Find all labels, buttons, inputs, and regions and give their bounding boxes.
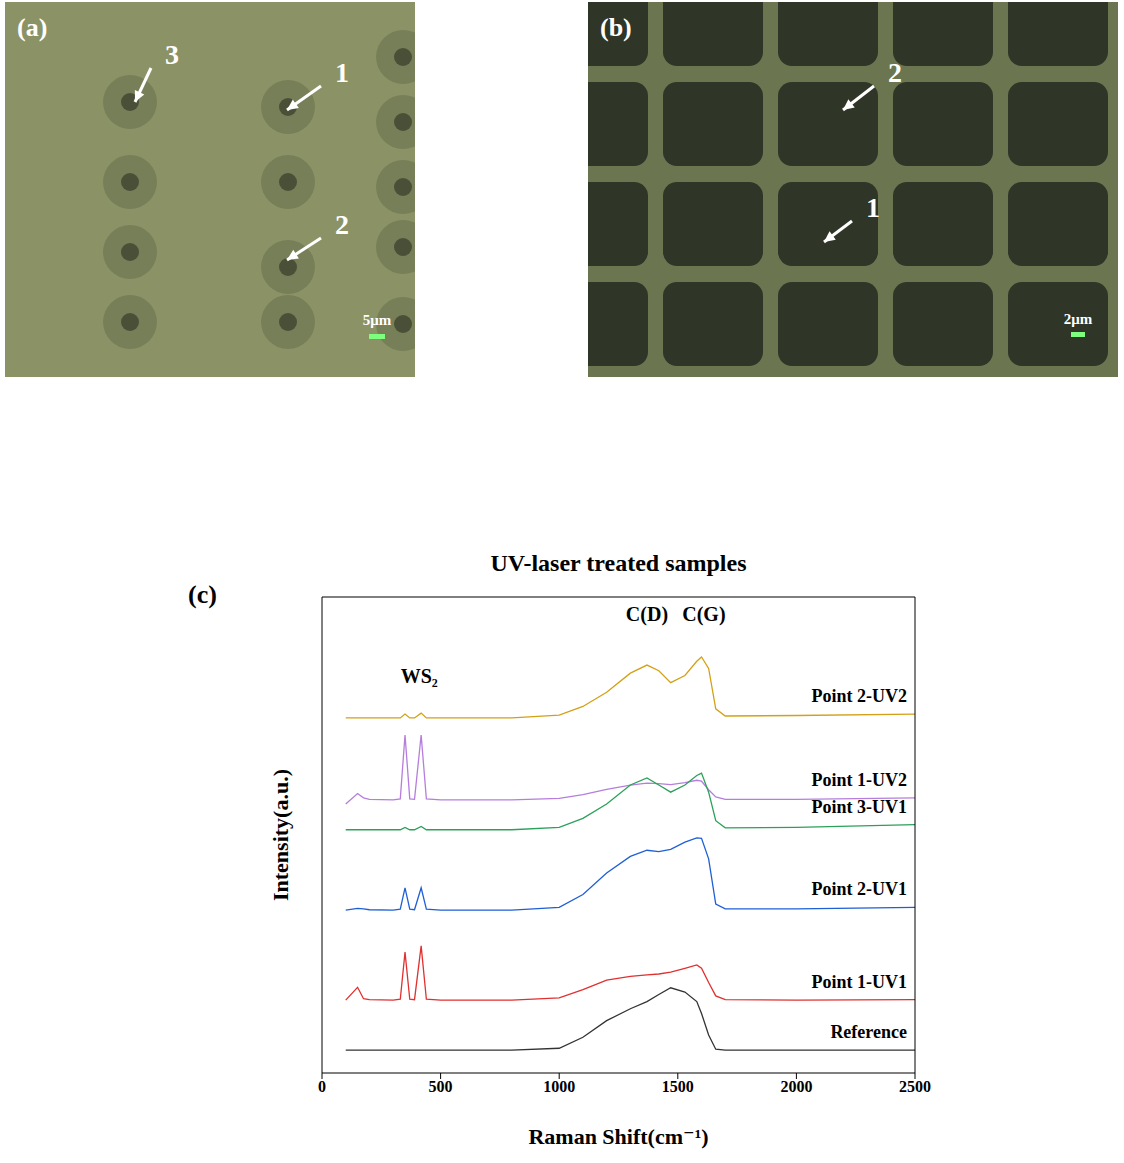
svg-text:2500: 2500 <box>899 1078 931 1095</box>
html-text:UV-laser treated samples: UV-laser treated samples <box>490 550 747 576</box>
svg-text:2μm: 2μm <box>1064 311 1093 327</box>
svg-text:Reference: Reference <box>830 1022 907 1042</box>
svg-text:5μm: 5μm <box>363 312 392 328</box>
svg-text:Point 3-UV1: Point 3-UV1 <box>812 797 908 817</box>
svg-text:1: 1 <box>866 192 880 223</box>
svg-text:C(G): C(G) <box>682 603 725 626</box>
html-text:(c): (c) <box>188 580 217 609</box>
svg-text:C(D): C(D) <box>626 603 668 626</box>
svg-text:3: 3 <box>165 39 179 70</box>
svg-text:(a): (a) <box>17 13 47 42</box>
svg-text:1: 1 <box>335 57 349 88</box>
svg-text:1000: 1000 <box>543 1078 575 1095</box>
svg-text:500: 500 <box>429 1078 453 1095</box>
svg-text:Raman Shift(cm⁻¹): Raman Shift(cm⁻¹) <box>528 1124 708 1149</box>
svg-text:2: 2 <box>335 209 349 240</box>
svg-text:2: 2 <box>888 57 902 88</box>
svg-text:WS₂: WS₂ <box>401 665 438 687</box>
svg-text:2000: 2000 <box>780 1078 812 1095</box>
svg-text:(b): (b) <box>600 13 632 42</box>
svg-text:Point 2-UV2: Point 2-UV2 <box>812 686 908 706</box>
svg-text:Point 2-UV1: Point 2-UV1 <box>812 879 908 899</box>
svg-text:0: 0 <box>318 1078 326 1095</box>
svg-text:Point 1-UV1: Point 1-UV1 <box>812 972 908 992</box>
svg-text:Intensity(a.u.): Intensity(a.u.) <box>268 769 293 901</box>
svg-text:1500: 1500 <box>662 1078 694 1095</box>
svg-text:Point 1-UV2: Point 1-UV2 <box>812 770 908 790</box>
